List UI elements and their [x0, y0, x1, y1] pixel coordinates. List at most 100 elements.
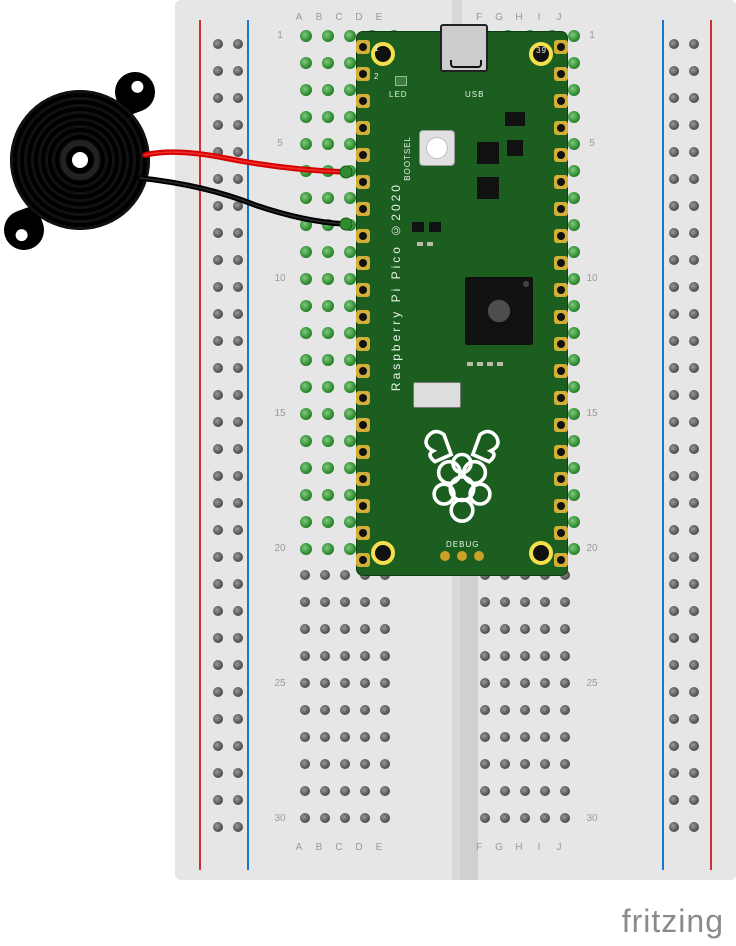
row-label: 25: [583, 678, 601, 689]
power-tie-point: [689, 471, 699, 481]
smd-res-icon: [427, 242, 433, 246]
tie-point: [320, 597, 330, 607]
tie-point: [344, 435, 356, 447]
tie-point: [300, 651, 310, 661]
tie-point: [344, 165, 356, 177]
power-tie-point: [689, 606, 699, 616]
pico-pin: [554, 499, 568, 513]
tie-point: [520, 786, 530, 796]
power-tie-point: [669, 498, 679, 508]
pico-pin: [356, 256, 370, 270]
pico-pin: [356, 175, 370, 189]
tie-point: [540, 678, 550, 688]
power-tie-point: [233, 768, 243, 778]
row-label: 10: [271, 273, 289, 284]
tie-point: [322, 300, 334, 312]
column-label: I: [532, 842, 546, 853]
fritzing-credit: fritzing: [622, 903, 724, 940]
bootsel-button[interactable]: [419, 130, 455, 166]
tie-point: [480, 597, 490, 607]
tie-point: [480, 813, 490, 823]
tie-point: [300, 381, 312, 393]
tie-point: [540, 597, 550, 607]
pico-pin: [356, 283, 370, 297]
power-tie-point: [213, 687, 223, 697]
power-tie-point: [669, 282, 679, 292]
power-tie-point: [213, 93, 223, 103]
column-label: J: [552, 842, 566, 853]
tie-point: [344, 30, 356, 42]
pico-pin: [554, 67, 568, 81]
power-tie-point: [689, 201, 699, 211]
tie-point: [520, 759, 530, 769]
power-tie-point: [689, 147, 699, 157]
power-tie-point: [213, 255, 223, 265]
tie-point: [320, 651, 330, 661]
tie-point: [340, 624, 350, 634]
tie-point: [300, 678, 310, 688]
column-label: G: [492, 842, 506, 853]
tie-point: [322, 219, 334, 231]
led-icon: [395, 76, 407, 86]
crystal-icon: [413, 382, 461, 408]
pico-shadow: [460, 570, 478, 880]
tie-point: [322, 543, 334, 555]
tie-point: [344, 462, 356, 474]
tie-point: [360, 624, 370, 634]
tie-point: [340, 678, 350, 688]
power-tie-point: [669, 390, 679, 400]
power-tie-point: [233, 471, 243, 481]
power-tie-point: [669, 444, 679, 454]
power-tie-point: [213, 147, 223, 157]
pico-pin: [554, 256, 568, 270]
power-tie-point: [669, 660, 679, 670]
pico-pin: [356, 391, 370, 405]
tie-point: [300, 759, 310, 769]
power-tie-point: [213, 444, 223, 454]
power-tie-point: [213, 471, 223, 481]
power-rail-pos-right: [710, 20, 712, 870]
power-tie-point: [689, 174, 699, 184]
tie-point: [568, 30, 580, 42]
pico-pin: [554, 391, 568, 405]
power-tie-point: [689, 417, 699, 427]
tie-point: [300, 516, 312, 528]
smd-res-icon: [497, 362, 503, 366]
power-tie-point: [233, 39, 243, 49]
row-label: 15: [271, 408, 289, 419]
power-rail-neg-right: [662, 20, 664, 870]
tie-point: [560, 732, 570, 742]
tie-point: [568, 138, 580, 150]
pico-pin: [356, 472, 370, 486]
power-tie-point: [669, 795, 679, 805]
rp2040-chip-icon: [465, 277, 533, 345]
power-tie-point: [669, 606, 679, 616]
tie-point: [568, 246, 580, 258]
tie-point: [322, 165, 334, 177]
tie-point: [560, 624, 570, 634]
power-tie-point: [233, 606, 243, 616]
power-tie-point: [689, 282, 699, 292]
buzzer-sound-hole-icon: [72, 152, 88, 168]
tie-point: [520, 651, 530, 661]
power-tie-point: [233, 174, 243, 184]
power-tie-point: [213, 201, 223, 211]
power-tie-point: [689, 336, 699, 346]
tie-point: [300, 354, 312, 366]
row-label: 25: [271, 678, 289, 689]
tie-point: [344, 516, 356, 528]
pico-pin: [554, 148, 568, 162]
tie-point: [344, 84, 356, 96]
power-tie-point: [669, 579, 679, 589]
pico-pin: [356, 202, 370, 216]
tie-point: [540, 759, 550, 769]
tie-point: [560, 678, 570, 688]
pico-pin: [356, 67, 370, 81]
tie-point: [568, 219, 580, 231]
smd-ic-icon: [505, 112, 525, 126]
tie-point: [340, 570, 350, 580]
power-tie-point: [233, 390, 243, 400]
row-label: 5: [583, 138, 601, 149]
tie-point: [322, 408, 334, 420]
tie-point: [322, 462, 334, 474]
